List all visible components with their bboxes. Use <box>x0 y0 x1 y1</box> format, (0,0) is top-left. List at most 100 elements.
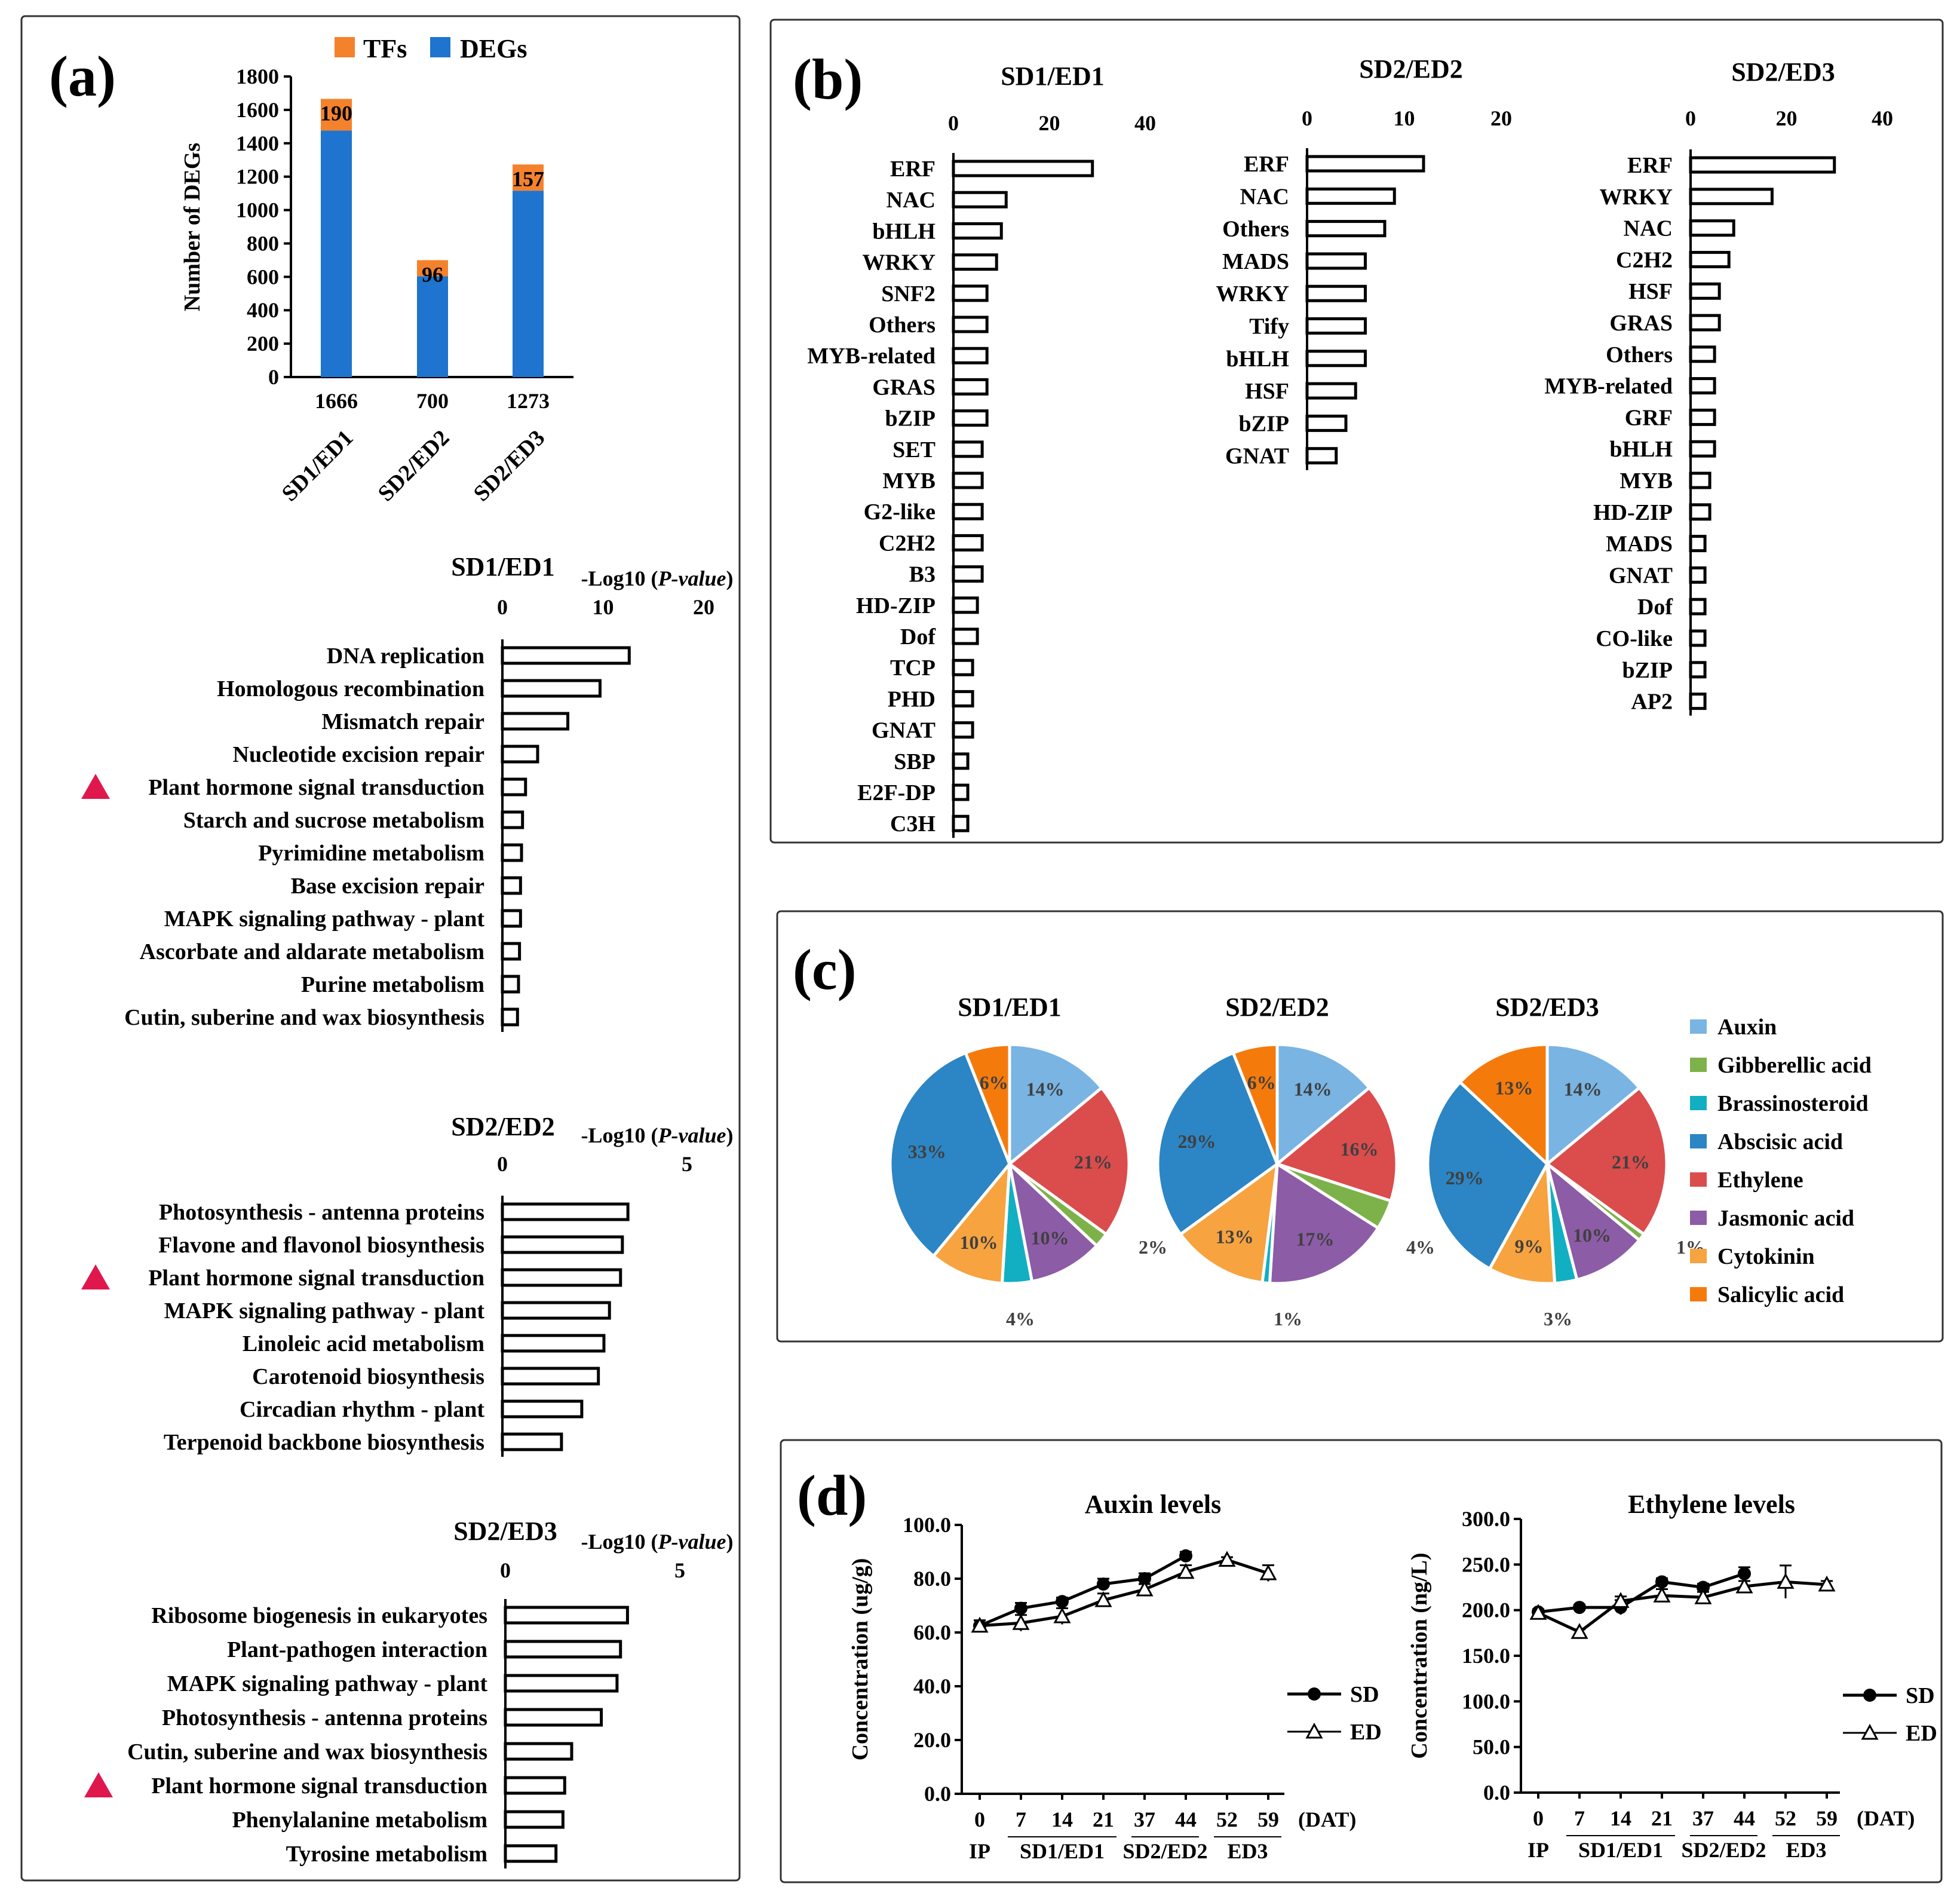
y-tick-label: 1400 <box>236 131 279 155</box>
bar-degs <box>417 276 448 377</box>
legend-swatch-degs <box>430 37 450 57</box>
category-label: SNF2 <box>881 281 935 307</box>
bar <box>501 909 522 928</box>
tf-count-label: 157 <box>512 167 544 191</box>
y-tick-label: 0 <box>268 365 279 389</box>
pie-percent-label: 17% <box>1296 1229 1335 1250</box>
x-tick-label: 0 <box>1685 106 1696 130</box>
bar <box>1305 284 1367 302</box>
panel-a-frame <box>20 15 741 1882</box>
group-label: IP <box>969 1839 990 1863</box>
pie-percent-label: 10% <box>1573 1224 1611 1246</box>
pie-percent-label: 29% <box>1178 1131 1216 1152</box>
y-tick-label: 0.0 <box>924 1782 951 1806</box>
pie-percent-label: 4% <box>1406 1236 1435 1258</box>
bar <box>501 876 522 895</box>
marker-ed <box>1694 1588 1712 1604</box>
y-axis-title: Concentration (ng/L) <box>1407 1552 1432 1759</box>
tf-count-label: 96 <box>422 262 443 286</box>
pie-percent-label: 1% <box>1274 1308 1302 1330</box>
marker-ed <box>1094 1591 1112 1607</box>
marker-sd <box>1014 1601 1027 1615</box>
axis-title-end: ) <box>726 1123 733 1147</box>
bar <box>504 1776 566 1795</box>
series-line-ed <box>979 1558 1269 1628</box>
bar <box>501 1235 624 1254</box>
y-tick-label: 50.0 <box>1473 1735 1510 1759</box>
category-label: MYB <box>882 468 935 494</box>
category-label: MAPK signaling pathway - plant <box>164 1298 485 1324</box>
category-label: NAC <box>887 188 935 213</box>
category-label: Phenylalanine metabolism <box>232 1808 487 1833</box>
x-tick-label: 21 <box>1651 1806 1673 1830</box>
marker-ed <box>971 1616 989 1633</box>
x-tick-label: 20 <box>693 595 714 619</box>
chart-title: SD1/ED1 <box>1001 62 1105 91</box>
marker-ed <box>1571 1623 1588 1639</box>
marker-ed <box>1818 1575 1836 1592</box>
x-tick-label: 5 <box>682 1152 692 1176</box>
y-tick-label: 400 <box>247 298 279 322</box>
pie-percent-label: 14% <box>1294 1078 1332 1099</box>
x-category-label: SD1/ED1 <box>277 425 358 507</box>
bar <box>952 378 989 396</box>
category-label: ERF <box>890 157 935 182</box>
category-label: GNAT <box>872 718 935 743</box>
deg-count-chart: TFs DEGs 0 200 400 600 800 1000 1200 1400 1600 1800… <box>180 34 573 506</box>
pie-percent-label: 10% <box>959 1232 998 1253</box>
category-label: Starch and sucrose metabolism <box>183 808 484 833</box>
bar <box>501 1399 584 1419</box>
chart-title: SD2/ED3 <box>453 1517 557 1546</box>
category-label: bZIP <box>1239 411 1289 436</box>
legend-swatch-tfs <box>335 37 355 57</box>
y-tick-label: 300.0 <box>1462 1507 1510 1531</box>
bar <box>1305 317 1367 335</box>
category-label: HSF <box>1628 279 1673 304</box>
bar <box>952 191 1008 209</box>
tf-count-label: 190 <box>320 101 352 125</box>
bar <box>1689 156 1836 174</box>
chart-title: Ethylene levels <box>1628 1490 1795 1519</box>
x-tick-label: 10 <box>593 595 614 619</box>
marker-ed <box>1777 1573 1795 1589</box>
group-label: SD2/ED2 <box>1122 1839 1207 1863</box>
axis-title-italic: P-value <box>658 1530 726 1554</box>
bar <box>1305 252 1367 270</box>
x-tick-label: 20 <box>1039 111 1060 135</box>
category-label: HD-ZIP <box>1593 500 1673 525</box>
bar <box>1689 598 1707 615</box>
legend-swatch <box>1690 1019 1707 1034</box>
category-label: C3H <box>890 811 935 837</box>
category-label: HD-ZIP <box>856 593 935 618</box>
bar <box>1305 447 1338 465</box>
legend-label: Ethylene <box>1717 1168 1803 1193</box>
x-tick-label: 7 <box>1016 1808 1026 1831</box>
bar-degs <box>513 191 544 377</box>
bar <box>501 1268 622 1287</box>
x-tick-label: 0 <box>497 595 508 619</box>
x-tick-label: 44 <box>1175 1808 1197 1831</box>
axis-title: -Log10 (P-value) <box>581 1530 734 1554</box>
x-tick-label: 10 <box>1394 106 1415 130</box>
x-tick-label: 44 <box>1734 1806 1755 1830</box>
bar <box>1689 693 1707 710</box>
bar <box>952 627 979 645</box>
category-label: Others <box>1222 217 1289 242</box>
category-label: SBP <box>894 749 935 774</box>
legend-swatch <box>1690 1211 1707 1225</box>
x-tick-label: 7 <box>1574 1806 1585 1830</box>
y-tick-label: 80.0 <box>913 1567 951 1591</box>
pie-percent-label: 6% <box>1247 1071 1276 1093</box>
x-tick-label: 59 <box>1257 1808 1279 1831</box>
category-label: GNAT <box>1609 563 1673 588</box>
bar <box>952 440 984 458</box>
chart-title: SD1/ED1 <box>451 552 555 581</box>
x-tick-label: 0 <box>497 1152 508 1176</box>
x-tick-label: 14 <box>1610 1806 1631 1830</box>
bar <box>501 843 523 862</box>
total-deg-label: 1666 <box>315 389 358 413</box>
legend-label-tfs: TFs <box>363 34 407 63</box>
marker-sd <box>1097 1577 1110 1591</box>
category-label: MAPK signaling pathway - plant <box>164 906 485 932</box>
legend-swatch <box>1690 1249 1707 1263</box>
